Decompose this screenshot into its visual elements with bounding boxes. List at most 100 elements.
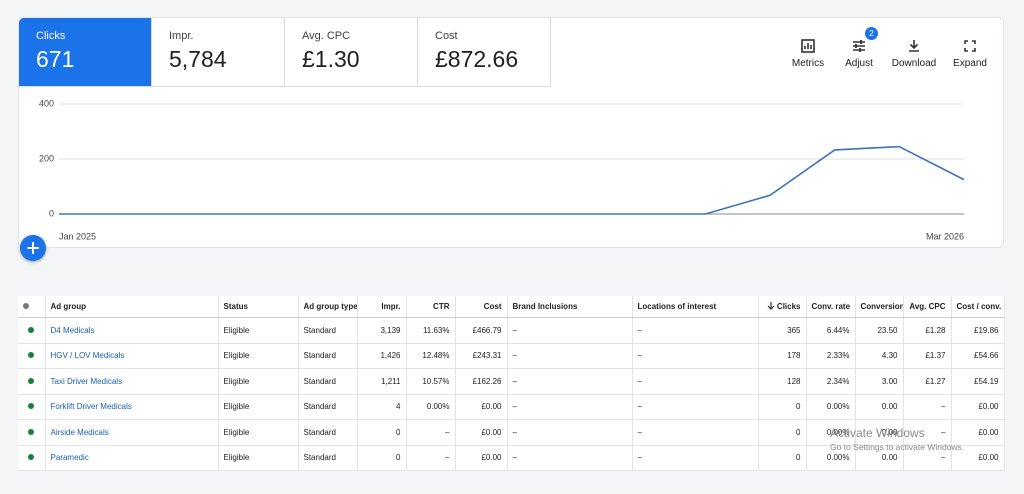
header-text: Ad group type — [303, 302, 357, 311]
cell: – — [632, 419, 759, 446]
header-text: Impr. — [381, 302, 401, 311]
metric-tile[interactable]: Clicks 671 — [19, 18, 152, 87]
cell: 6.44% — [806, 317, 856, 344]
cell: 4.30 — [855, 343, 904, 369]
watermark-subtitle: Go to Settings to activate Windows. — [830, 442, 965, 452]
cell: 1,211 — [357, 368, 407, 395]
metric-label: Avg. CPC — [302, 30, 351, 42]
cell: 3.00 — [855, 368, 904, 395]
ad-group-link[interactable]: Taxi Driver Medicals — [45, 368, 219, 395]
status-cell — [18, 445, 46, 471]
cell: 0.00% — [806, 445, 856, 471]
ad-group-link[interactable]: HGV / LOV Medicals — [45, 343, 219, 369]
x-tick-label: Jan 2025 — [59, 231, 96, 241]
cell: – — [507, 368, 633, 395]
column-header: CTR — [406, 296, 456, 318]
watermark: Activate Windows Go to Settings to activ… — [830, 426, 964, 452]
cell: £1.27 — [903, 368, 952, 395]
column-header: Ad group — [45, 296, 219, 318]
label: Expand — [953, 58, 987, 69]
cell: 0.00% — [406, 394, 456, 420]
header-text: Conversions — [860, 302, 903, 311]
cell: 0 — [357, 419, 407, 446]
column-header: Conv. rate — [806, 296, 856, 318]
ad-group-link[interactable]: Forklift Driver Medicals — [45, 394, 219, 420]
cell: 365 — [758, 317, 807, 344]
cell: – — [507, 394, 633, 420]
adjust-button[interactable]: Adjust 2 — [834, 27, 884, 69]
ad-group-table: Ad group Status Ad group type Impr. CTR Cost B… — [18, 296, 1005, 471]
metric-tile[interactable]: Cost £872.66 — [418, 18, 551, 87]
watermark-title: Activate Windows — [830, 426, 925, 440]
header-row: Ad group Status Ad group type Impr. CTR Cost B… — [18, 296, 1005, 318]
cell: £54.66 — [951, 343, 1005, 369]
cell: £0.00 — [951, 419, 1005, 446]
status-cell — [18, 419, 46, 446]
cell: Standard — [298, 343, 358, 369]
cell: – — [903, 445, 952, 471]
cell: Eligible — [218, 343, 299, 369]
line — [59, 145, 965, 215]
metric-label: Impr. — [169, 30, 194, 42]
cell: 10.57% — [406, 368, 456, 395]
summary-card: Clicks 671 Impr. 5,784 Avg. CPC £1.30 Cost £872… — [18, 17, 1004, 248]
cell: – — [632, 445, 759, 471]
cell: Eligible — [218, 317, 299, 344]
x-tick-label: Mar 2026 — [926, 231, 964, 241]
metric-tile[interactable]: Impr. 5,784 — [152, 18, 285, 87]
chart: 0 200 400 Jan 2025 Mar 2026 — [39, 98, 965, 241]
cell: £0.00 — [455, 419, 508, 446]
header-text: Clicks — [776, 302, 801, 311]
metric-value: 5,784 — [169, 46, 227, 72]
cell: 0 — [758, 394, 807, 420]
expand-button[interactable]: Expand — [945, 38, 995, 69]
cell: 11.63% — [406, 317, 456, 344]
cell: £54.19 — [951, 368, 1005, 395]
cell: 128 — [758, 368, 807, 395]
label: Download — [891, 58, 937, 69]
sort-icon — [767, 302, 775, 310]
icon — [853, 40, 865, 52]
cell: – — [903, 394, 952, 420]
status-dot — [28, 326, 35, 333]
cell: 0.00 — [855, 445, 904, 471]
cell: – — [507, 445, 633, 471]
cell: Standard — [298, 419, 358, 446]
add-button[interactable] — [20, 235, 46, 261]
cell: £466.79 — [455, 317, 508, 344]
cell: – — [903, 419, 952, 446]
cell: £0.00 — [455, 445, 508, 471]
table-row: Forklift Driver Medicals Eligible Standard… — [18, 394, 1005, 420]
column-header: Ad group type — [298, 296, 358, 318]
metrics-button[interactable]: Metrics — [783, 38, 833, 69]
status-header — [18, 296, 46, 318]
metric-tile[interactable]: Avg. CPC £1.30 — [285, 18, 418, 87]
cell: £1.37 — [903, 343, 952, 369]
status-cell — [18, 368, 46, 395]
cell: £243.31 — [455, 343, 508, 369]
header-text: Avg. CPC — [909, 302, 946, 311]
status-cell — [18, 394, 46, 420]
metric-value: 671 — [36, 46, 75, 72]
cell: Standard — [298, 368, 358, 395]
metric-label: Clicks — [36, 30, 66, 42]
cell: 3,139 — [357, 317, 407, 344]
download-button[interactable]: Download — [889, 38, 939, 69]
column-header: Cost / conv. — [951, 296, 1005, 318]
cell: 0.00% — [806, 419, 856, 446]
status-dot — [28, 377, 35, 384]
ad-group-link[interactable]: D4 Medicals — [45, 317, 219, 344]
cell: Eligible — [218, 419, 299, 446]
cell: – — [632, 368, 759, 395]
status-dot — [28, 403, 35, 410]
ad-group-link[interactable]: Airside Medicals — [45, 419, 219, 446]
header-text: Status — [223, 302, 248, 311]
ad-group-link[interactable]: Paramedic — [45, 445, 219, 471]
metric-value: £872.66 — [435, 46, 519, 72]
table-row: D4 Medicals Eligible Standard 3,139 11.63% £4… — [18, 317, 1005, 344]
cell: 0 — [758, 419, 807, 446]
header-text: Locations of interest — [637, 302, 717, 311]
cell: – — [507, 317, 633, 344]
cell: £0.00 — [951, 445, 1005, 471]
icon — [801, 39, 815, 53]
